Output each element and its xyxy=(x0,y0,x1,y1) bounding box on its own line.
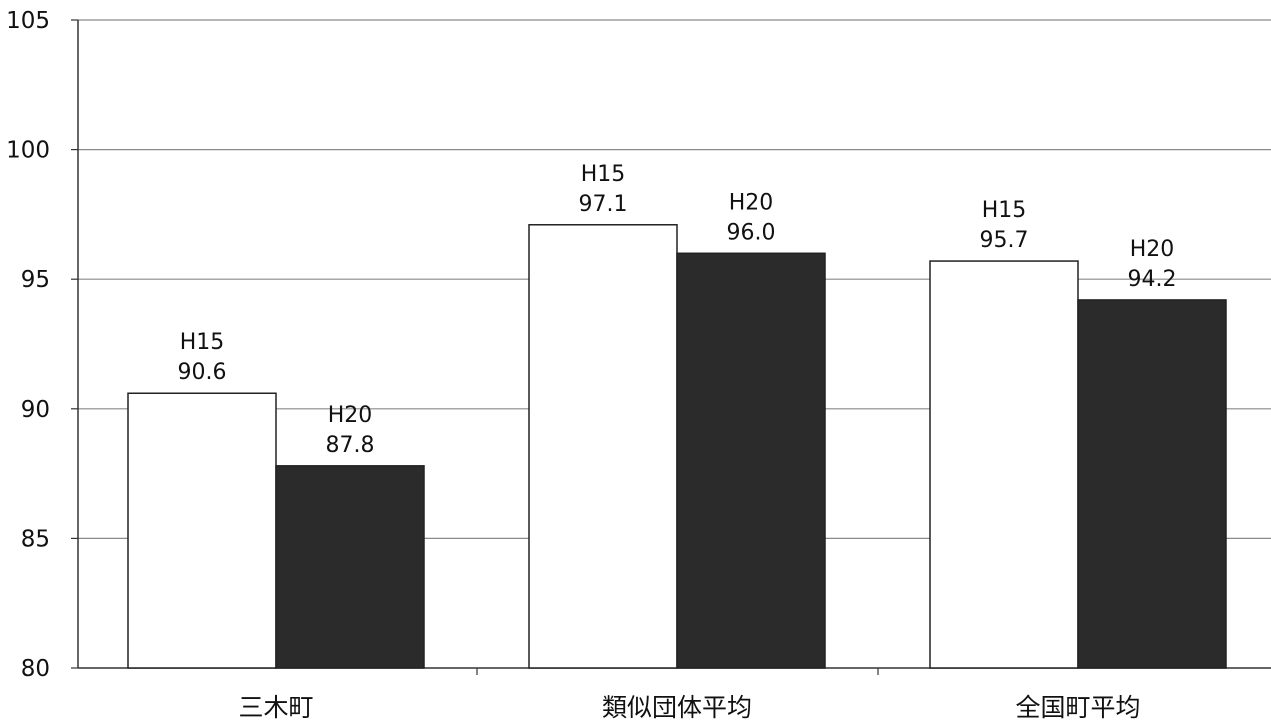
bar-h20 xyxy=(1077,299,1227,669)
data-label-series: H15 xyxy=(180,330,225,355)
bars xyxy=(127,224,1227,669)
data-labels: H15 90.6 H20 87.8 H15 97.1 H20 96.0 H15 95.7 H20 94… xyxy=(178,162,1177,458)
y-tick-label: 105 xyxy=(6,8,50,34)
data-label-series: H15 xyxy=(581,162,626,187)
bar-h15 xyxy=(127,392,277,669)
data-label-series: H15 xyxy=(982,198,1027,223)
category-labels: 三木町 類似団体平均 全国町平均 xyxy=(238,693,1140,722)
bar-h20 xyxy=(676,252,826,669)
data-label-value: 97.1 xyxy=(579,192,628,217)
category-label: 三木町 xyxy=(238,693,313,722)
data-label-value: 87.8 xyxy=(326,433,375,458)
data-label-value: 94.2 xyxy=(1128,267,1177,292)
bar-h20 xyxy=(275,465,425,669)
data-label-series: H20 xyxy=(328,403,373,428)
data-label-value: 95.7 xyxy=(980,228,1029,253)
bar-h15 xyxy=(929,260,1079,669)
bar-h15 xyxy=(528,224,678,669)
data-label-value: 90.6 xyxy=(178,360,227,385)
y-tick-label: 95 xyxy=(21,267,50,293)
category-label: 類似団体平均 xyxy=(602,693,752,722)
y-tick-label: 100 xyxy=(6,138,50,164)
data-label-series: H20 xyxy=(729,190,774,215)
data-label-value: 96.0 xyxy=(727,220,776,245)
y-tick-label: 90 xyxy=(21,397,50,423)
y-tick-label: 85 xyxy=(21,526,50,552)
y-tick-label: 80 xyxy=(21,656,50,682)
y-tick-labels: 80 85 90 95 100 105 xyxy=(6,8,50,682)
data-label-series: H20 xyxy=(1130,237,1175,262)
category-label: 全国町平均 xyxy=(1015,693,1140,722)
